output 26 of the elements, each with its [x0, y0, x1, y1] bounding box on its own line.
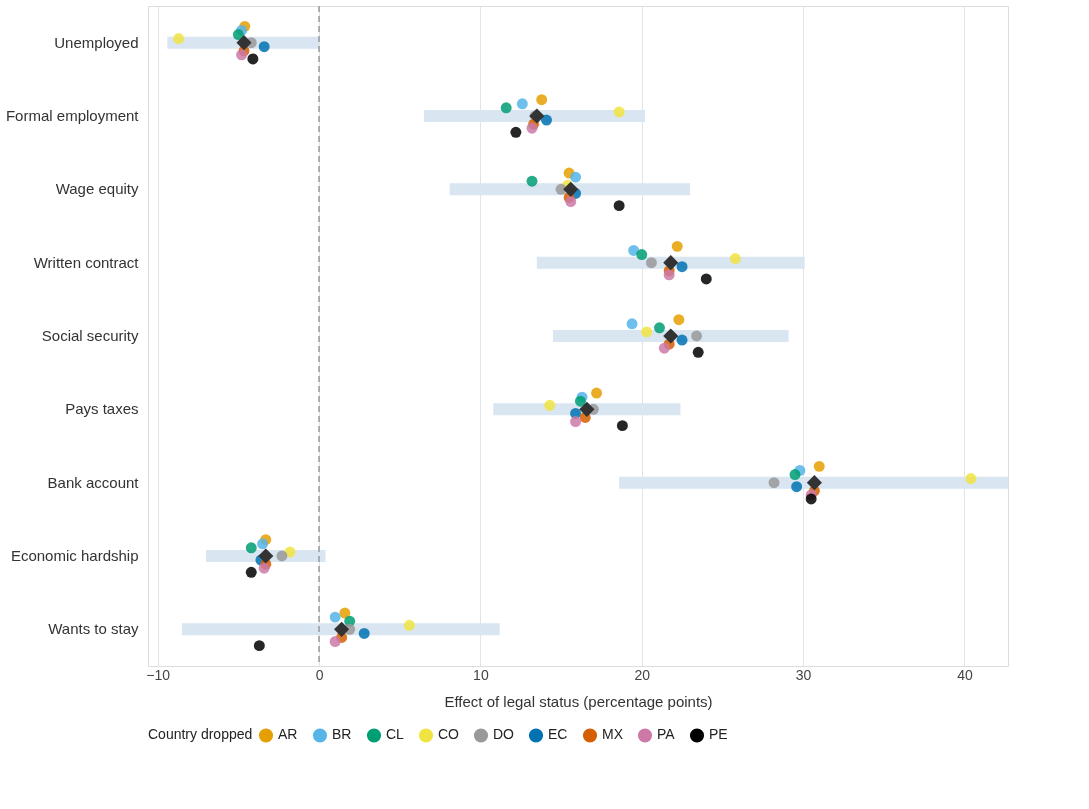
y-tick-label: Social security	[41, 327, 139, 344]
y-tick-label: Wants to stay	[48, 620, 139, 638]
legend-label: EC	[548, 726, 568, 743]
x-axis-title: Effect of legal status (percentage points)	[444, 692, 713, 710]
legend-label: DO	[493, 726, 515, 743]
legend-title: Country dropped	[148, 726, 253, 742]
y-tick-label: Written contract	[33, 253, 140, 271]
legend-label: AR	[278, 726, 298, 743]
x-tick-label: 40	[957, 666, 973, 683]
legend-label: CO	[438, 726, 460, 743]
y-tick-label: Pays taxes	[65, 400, 139, 418]
y-tick-label: Formal employment	[5, 107, 140, 124]
y-tick-label: Economic hardship	[10, 547, 139, 564]
legend-label: PA	[657, 726, 676, 743]
legend-label: MX	[602, 726, 624, 743]
y-tick-label: Unemployed	[54, 33, 139, 51]
legend-label: CL	[386, 726, 405, 743]
x-tick-label: 10	[473, 666, 489, 683]
y-tick-label: Bank account	[47, 473, 140, 491]
legend-label: BR	[332, 726, 352, 743]
x-tick-label: −10	[146, 666, 171, 683]
x-tick-label: 0	[315, 666, 324, 683]
legend-label: PE	[709, 726, 728, 743]
y-tick-label: Wage equity	[55, 180, 139, 198]
x-tick-label: 30	[795, 666, 812, 683]
x-tick-label: 20	[634, 666, 651, 683]
